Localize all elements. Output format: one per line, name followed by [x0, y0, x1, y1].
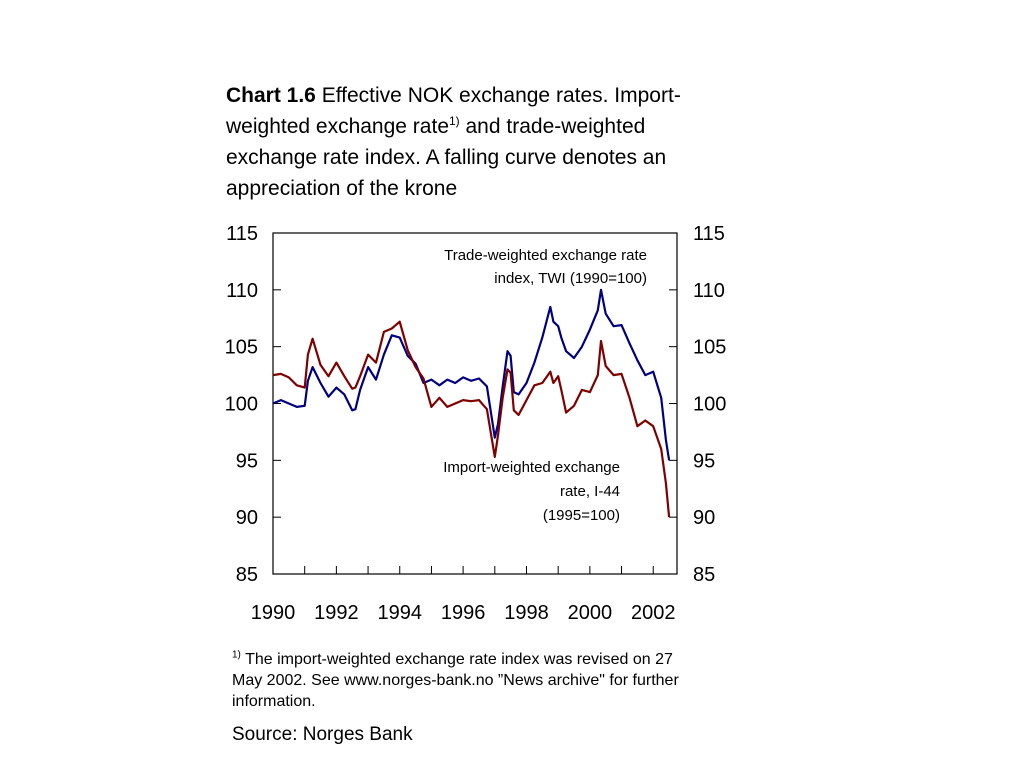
- annotation-i44: Import-weighted exchange rate, I-44 (199…: [443, 459, 620, 524]
- series-line-twi: [272, 288, 671, 461]
- chart-title-lead: Chart 1.6: [226, 84, 316, 107]
- chart-title-text-cont: and trade-weighted exchange rate index. …: [226, 115, 667, 200]
- y-tick-label-left-115: 115: [226, 223, 258, 245]
- x-tick-label-1990: 1990: [251, 602, 296, 624]
- y-tick-label-left-100: 100: [225, 394, 258, 416]
- y-tick-label-right-105: 105: [693, 337, 726, 359]
- y-axis-right: 85 90 95 100 105 110 115: [669, 223, 726, 586]
- chart-title-text: Effective NOK exchange rates. Import-wei…: [226, 84, 681, 138]
- y-tick-label-right-85: 85: [693, 564, 715, 586]
- y-tick-label-left-95: 95: [236, 450, 258, 472]
- y-tick-label-left-110: 110: [226, 280, 258, 302]
- x-tick-label-1998: 1998: [504, 602, 549, 624]
- footnote-text: The import-weighted exchange rate index …: [232, 651, 679, 710]
- footnote-marker: 1): [232, 649, 241, 661]
- annotation-twi: Trade-weighted exchange rate index, TWI …: [444, 247, 647, 287]
- annotation-i44-line1: Import-weighted exchange: [443, 459, 620, 476]
- footnote: 1) The import-weighted exchange rate ind…: [232, 649, 702, 712]
- y-tick-label-right-90: 90: [693, 507, 715, 529]
- y-tick-label-right-95: 95: [693, 450, 715, 472]
- y-tick-label-right-110: 110: [693, 280, 725, 302]
- annotation-i44-line2: rate, I-44: [560, 483, 620, 500]
- x-axis: 1990 1992 1994 1996 1998 2000 2002: [251, 566, 676, 624]
- y-tick-label-right-100: 100: [693, 394, 726, 416]
- y-tick-label-left-85: 85: [236, 564, 258, 586]
- x-tick-label-1996: 1996: [441, 602, 486, 624]
- annotation-twi-line1: Trade-weighted exchange rate: [444, 247, 647, 264]
- series-layer: [272, 288, 671, 518]
- x-tick-label-1992: 1992: [314, 602, 359, 624]
- y-tick-label-left-105: 105: [225, 337, 258, 359]
- y-tick-label-right-115: 115: [693, 223, 725, 245]
- chart-title-footnote-marker: 1): [449, 114, 460, 128]
- annotation-twi-line2: index, TWI (1990=100): [494, 270, 647, 287]
- y-tick-label-left-90: 90: [236, 507, 258, 529]
- chart-title: Chart 1.6 Effective NOK exchange rates. …: [226, 80, 696, 204]
- series-line-i44: [272, 320, 671, 518]
- x-tick-label-2000: 2000: [568, 602, 613, 624]
- y-axis-left: 85 90 95 100 105 110 115: [225, 223, 281, 586]
- x-tick-label-2002: 2002: [631, 602, 676, 624]
- annotation-i44-line3: (1995=100): [543, 507, 620, 524]
- source-note: Source: Norges Bank: [232, 724, 413, 745]
- x-tick-label-1994: 1994: [377, 602, 422, 624]
